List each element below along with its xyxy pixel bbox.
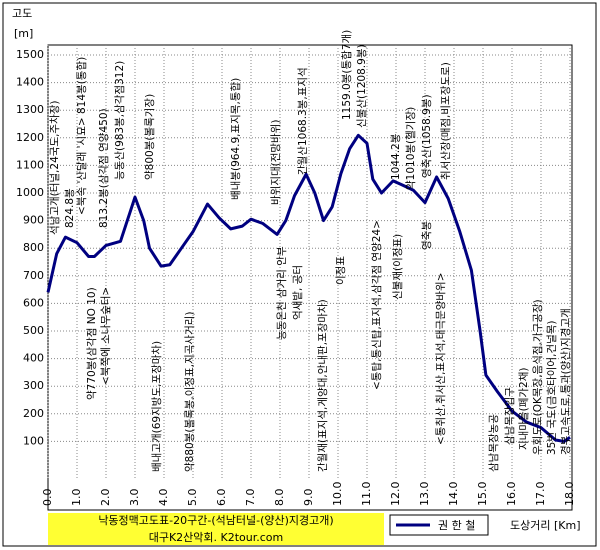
- footer-credit: 대구K2산악회. K2tour.com: [149, 531, 284, 544]
- footer-title: 낙동정맥고도표-20구간-(석남터널-(양산)지경고개): [98, 514, 333, 527]
- annotation: 813.2봉(삼각점 연양450): [98, 108, 110, 228]
- annotation: 영축산(1058.9봉): [421, 94, 433, 178]
- annotation: 1159.0봉(통합7개): [341, 30, 353, 120]
- annotation: 간월산1068.3봉,표지석: [297, 67, 309, 175]
- x-tick-label: 0.0: [41, 489, 54, 507]
- annotation: 억새밭, 공터: [292, 265, 304, 320]
- x-tick-label: 11.0: [360, 482, 373, 507]
- annotation: 능동산(983봉,삼각점312): [114, 61, 126, 180]
- annotation: <북속 '산달래 '시묘> 814봉(통합): [76, 57, 88, 215]
- y-tick-label: 800: [23, 241, 44, 254]
- footer-box: [48, 513, 384, 545]
- x-tick-label: 18.0: [563, 482, 576, 507]
- legend-box: [389, 514, 489, 536]
- annotation: 석남고개(터널,24국도,주차장): [49, 101, 61, 236]
- x-tick-label: 1.0: [70, 489, 83, 507]
- annotation: 약880봉(볼록봉,이정표,지곡사거리): [184, 312, 196, 473]
- annotation: 824.8봉: [64, 188, 76, 228]
- x-tick-label: 17.0: [534, 482, 547, 507]
- x-tick-label: 6.0: [215, 489, 228, 507]
- plot-frame: [47, 44, 573, 511]
- x-tick-label: 4.0: [157, 489, 170, 507]
- annotation: 배내봉(964.9,표지목,통합): [230, 78, 242, 200]
- annotation: 간월재(표지석,게양대,안내판,포장마차): [317, 299, 329, 472]
- y-tick-label: 400: [23, 352, 44, 365]
- y-tick-label: 1200: [16, 131, 44, 144]
- annotation: 1044.2봉: [390, 133, 402, 180]
- y-tick-label: 700: [23, 269, 44, 282]
- annotation: 35번 국도(금호타이어,건널목): [546, 321, 558, 456]
- annotation: 신불재(이정표): [392, 234, 404, 300]
- y-axis-title: 고도: [12, 7, 32, 20]
- x-tick-label: 9.0: [302, 489, 315, 507]
- annotation: 경부고속도로,통과(양산)지경고개: [559, 308, 572, 455]
- annotation: 우회도로(OK목장,음식점,가구공장): [532, 299, 544, 455]
- annotation: 지내마을(폐가2채): [518, 368, 530, 451]
- annotation: 취서산장(매점,비포장도로): [440, 62, 452, 180]
- x-tick-label: 13.0: [418, 482, 431, 507]
- y-tick-label: 600: [23, 296, 44, 309]
- x-axis-title: 도상거리 [Km]: [510, 519, 581, 532]
- y-tick-label: 1500: [16, 48, 44, 61]
- legend-label: 권 한 철: [438, 519, 475, 532]
- elevation-line: [46, 133, 571, 443]
- annotation: 이정표: [335, 256, 347, 285]
- y-tick-label: 900: [23, 214, 44, 227]
- x-tick-label: 14.0: [447, 482, 460, 507]
- annotation: 신불산(1208.9봉): [356, 44, 368, 128]
- annotation: 약1010봉(헬기장): [405, 107, 417, 190]
- y-tick-label: 1100: [16, 158, 44, 171]
- annotation: 바위지대(전망바위): [269, 120, 282, 205]
- annotation: 삼남목장입구: [503, 387, 516, 445]
- x-tick-label: 8.0: [273, 489, 286, 507]
- y-tick-label: 1400: [16, 76, 44, 89]
- y-tick-label: 300: [23, 379, 44, 392]
- y-tick-label: 200: [23, 407, 44, 420]
- annotation: 약800봉(볼록기장): [144, 94, 156, 180]
- x-tick-label: 10.0: [331, 482, 344, 507]
- y-tick-label: 500: [23, 324, 44, 337]
- y-tick-label: 100: [23, 434, 44, 447]
- annotation: <통취산,취서산,표지석,태극문양바위>: [434, 272, 447, 445]
- y-axis-unit: [m]: [14, 27, 33, 40]
- y-tick-label: 1000: [16, 186, 44, 199]
- x-tick-label: 3.0: [128, 489, 141, 507]
- annotation: <북쪽에 소나무숲터>: [100, 287, 112, 385]
- x-tick-label: 2.0: [99, 489, 112, 507]
- annotation: 약770봉(삼각점 NO 10): [86, 287, 98, 400]
- y-tick-label: 1300: [16, 103, 44, 116]
- annotation: 배내고개(69지방도,포장마차): [151, 341, 163, 472]
- annotation: <통탑,통신탑,표지석,삼각점 연양24>: [371, 220, 383, 390]
- x-tick-label: 5.0: [186, 489, 199, 507]
- annotation: 능동온천 삼거리 안부: [276, 246, 288, 340]
- annotation: 삼남목장농공: [488, 414, 500, 472]
- x-tick-label: 16.0: [505, 482, 518, 507]
- annotation: 영축봉: [421, 221, 433, 250]
- x-tick-label: 7.0: [244, 489, 257, 507]
- x-tick-label: 15.0: [476, 482, 489, 507]
- x-tick-label: 12.0: [389, 482, 402, 507]
